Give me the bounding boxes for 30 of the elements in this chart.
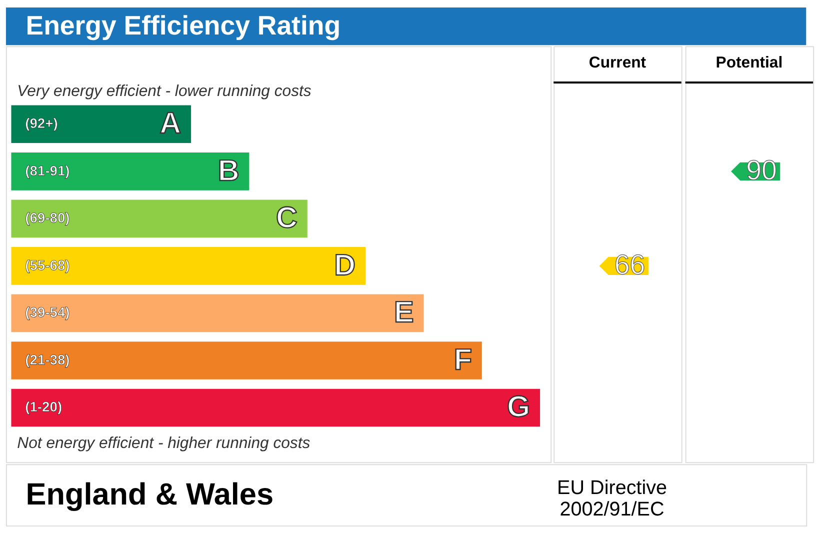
annotation: (39-54) xyxy=(25,304,70,320)
y-tick-label: B xyxy=(218,154,240,188)
bar xyxy=(11,294,424,332)
y-tick-label: F xyxy=(454,343,472,376)
bar xyxy=(11,388,540,427)
y-tick-label: E xyxy=(394,296,414,330)
annotation: (92+) xyxy=(25,115,58,132)
text: EU Directive 2002/91/EC xyxy=(557,476,668,521)
annotation: (21-38) xyxy=(25,351,70,368)
text: Very energy efficient - lower running costs xyxy=(17,83,312,100)
text: 90 xyxy=(746,154,777,186)
y-tick-label: A xyxy=(160,107,182,140)
annotation: (1-20) xyxy=(25,398,62,415)
annotation: (55-68) xyxy=(25,256,70,273)
bar xyxy=(11,247,366,285)
bar xyxy=(11,152,250,190)
y-tick-label: C xyxy=(276,202,298,235)
text: Potential xyxy=(716,54,783,72)
bar xyxy=(11,342,482,380)
bar xyxy=(11,200,308,238)
text: England & Wales xyxy=(26,476,274,512)
y-tick-label: D xyxy=(334,248,356,282)
text: Current xyxy=(588,54,647,72)
text: 66 xyxy=(614,248,646,280)
y-tick-label: G xyxy=(507,390,530,424)
bar xyxy=(11,105,192,144)
text: Not energy efficient - higher running costs xyxy=(17,435,310,452)
annotation: (81-91) xyxy=(25,162,70,178)
chart-title: Energy Efficiency Rating xyxy=(26,10,341,40)
annotation: (69-80) xyxy=(25,210,70,226)
